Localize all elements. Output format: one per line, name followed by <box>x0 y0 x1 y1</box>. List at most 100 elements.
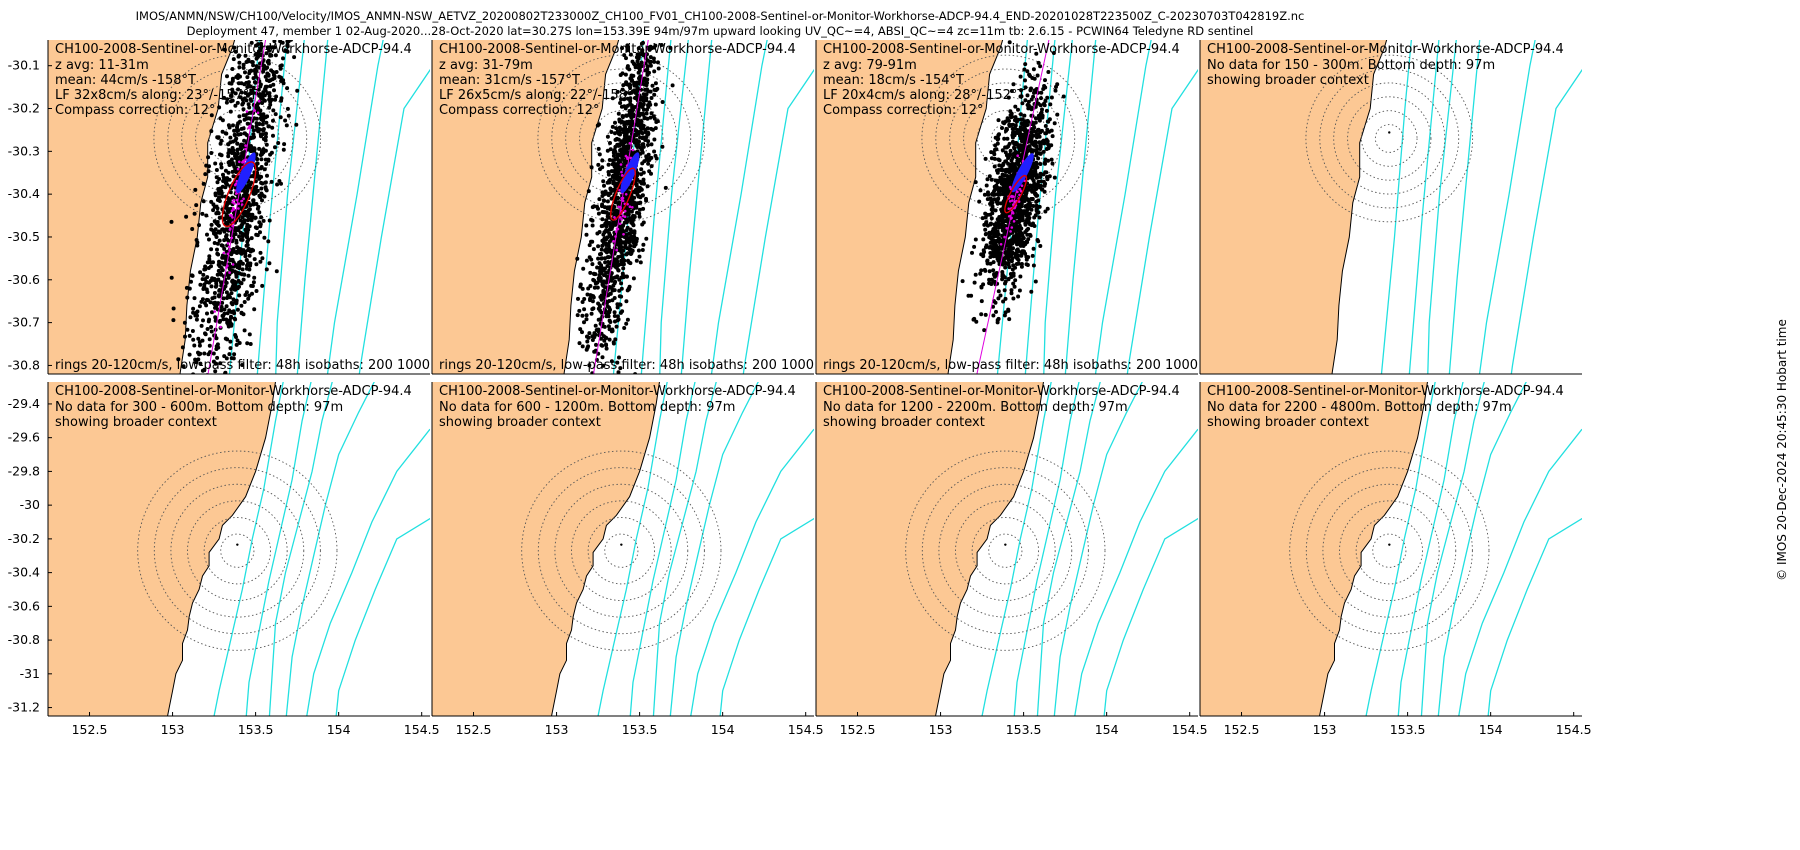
scatter-point <box>1019 253 1024 258</box>
scatter-point <box>590 239 595 244</box>
scatter-point <box>1025 69 1030 74</box>
scatter-point <box>217 288 222 293</box>
scatter-point <box>1007 40 1012 45</box>
scatter-point <box>997 216 1002 221</box>
scatter-point <box>613 337 618 342</box>
scatter-point <box>624 131 629 136</box>
land-area <box>816 382 1044 716</box>
scatter-point <box>1045 206 1050 211</box>
scatter-point <box>226 160 231 165</box>
scatter-point <box>241 62 246 67</box>
scatter-point <box>593 281 598 286</box>
scatter-point <box>205 311 209 316</box>
scatter-point <box>262 235 267 240</box>
y-tick-label: -30.3 <box>8 143 40 158</box>
scatter-point <box>603 285 608 290</box>
scatter-point <box>201 181 206 186</box>
isobath-line <box>719 517 814 716</box>
scatter-point <box>266 72 271 77</box>
scatter-point <box>608 186 613 191</box>
scatter-point <box>252 257 257 262</box>
panel-title: CH100-2008-Sentinel-or-Monitor-Workhorse… <box>1207 42 1564 57</box>
scatter-point <box>605 255 610 260</box>
scatter-point <box>272 88 276 93</box>
scatter-point <box>1039 179 1044 184</box>
scatter-point <box>1006 254 1011 259</box>
hourly-point <box>620 170 623 174</box>
hourly-point <box>1003 235 1006 239</box>
scatter-point <box>224 212 229 217</box>
scatter-point <box>212 241 217 245</box>
scatter-point <box>599 247 604 252</box>
scatter-point <box>1038 175 1043 179</box>
scatter-point <box>243 91 248 95</box>
scatter-point <box>600 217 605 222</box>
scatter-point <box>250 125 255 129</box>
scatter-point <box>1018 74 1023 79</box>
scatter-point <box>1013 142 1018 147</box>
scatter-point <box>1017 238 1021 242</box>
scatter-point <box>586 189 591 194</box>
hourly-point <box>1010 226 1014 229</box>
scatter-point <box>996 296 1001 301</box>
scatter-point <box>205 275 210 280</box>
speed-ring <box>1361 110 1418 167</box>
scatter-point <box>249 283 254 288</box>
scatter-point <box>1043 170 1048 175</box>
scatter-point <box>1006 257 1011 262</box>
scatter-point <box>990 253 995 258</box>
y-tick-label: -30.4 <box>8 565 40 580</box>
isobath-line <box>268 382 333 716</box>
scatter-point <box>246 59 251 64</box>
scatter-point <box>652 59 657 64</box>
speed-ring <box>1339 500 1440 601</box>
scatter-point <box>597 152 602 157</box>
scatter-point <box>607 215 612 220</box>
scatter-point <box>581 266 586 271</box>
scatter-point <box>1000 220 1005 224</box>
scatter-point <box>1034 165 1039 170</box>
scatter-point <box>625 251 630 256</box>
scatter-point <box>1035 238 1040 242</box>
scatter-point <box>623 242 628 247</box>
scatter-point <box>215 241 220 246</box>
isobath-line <box>1510 68 1582 374</box>
scatter-point <box>612 310 617 315</box>
scatter-point <box>1013 104 1018 109</box>
scatter-point <box>1019 94 1024 99</box>
scatter-point <box>1007 153 1012 158</box>
scatter-point <box>220 129 225 134</box>
scatter-point <box>239 311 244 316</box>
scatter-point <box>1005 203 1010 208</box>
scatter-point <box>200 338 205 343</box>
y-tick-label: -29.4 <box>8 396 40 411</box>
scatter-point <box>205 232 209 237</box>
scatter-point <box>1043 161 1047 166</box>
scatter-point <box>195 309 200 314</box>
scatter-point <box>274 70 279 74</box>
scatter-point <box>257 122 262 126</box>
scatter-point <box>254 262 259 267</box>
scatter-point <box>185 327 190 332</box>
scatter-point <box>203 267 208 272</box>
scatter-point <box>1020 249 1025 254</box>
hourly-point <box>631 148 635 152</box>
scatter-point <box>661 0 665 2</box>
scatter-point <box>236 121 241 126</box>
scatter-point <box>259 45 263 50</box>
speed-ring <box>955 500 1056 601</box>
scatter-point <box>599 343 604 348</box>
scatter-point <box>269 3 273 7</box>
scatter-point <box>225 201 230 206</box>
scatter-point <box>1013 162 1018 166</box>
scatter-point <box>238 95 243 100</box>
scatter-point <box>593 323 598 328</box>
panel-info-line: No data for 300 - 600m. Bottom depth: 97… <box>55 400 343 415</box>
scatter-point <box>616 158 621 163</box>
scatter-point <box>613 120 617 125</box>
scatter-point <box>254 0 258 3</box>
scatter-point <box>988 222 993 226</box>
scatter-point <box>601 198 606 203</box>
scatter-point <box>278 115 283 120</box>
scatter-point <box>613 319 617 324</box>
